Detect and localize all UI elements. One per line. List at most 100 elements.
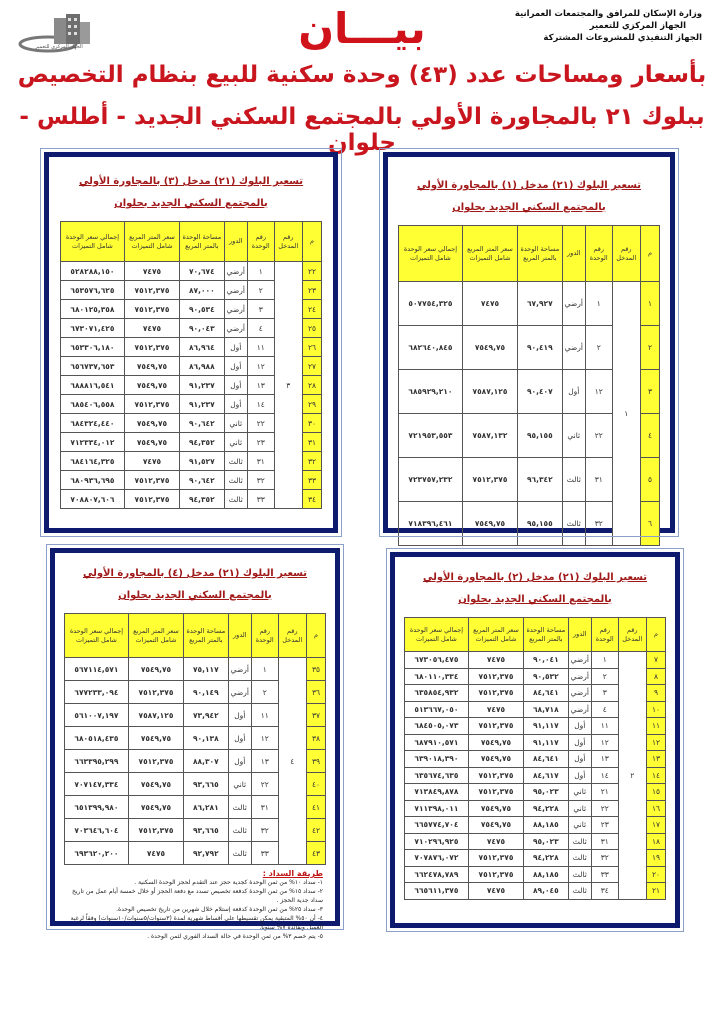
- total-price: ٦٧٣٠٧١,٤٢٥: [60, 318, 125, 338]
- floor: ثالث: [223, 470, 248, 490]
- floor: ثالث: [561, 501, 586, 546]
- row-number: ١٣: [646, 750, 666, 768]
- floor: ثالث: [227, 795, 252, 819]
- floor: أول: [223, 356, 248, 376]
- floor: ثاني: [223, 413, 248, 433]
- table-row: ٤ ٢٢ ثاني ٩٥,١٥٥ ٧٥٨٧,١٣٢ ٧٢١٩٥٣,٥٥٣: [398, 413, 660, 458]
- total-price: ٧١٠٢٩٦,٩٢٥: [404, 832, 469, 850]
- unit-area: ٩٠,٠٤٣: [179, 318, 225, 338]
- unit-area: ٨٩,٠٤٥: [523, 882, 569, 900]
- price-per-sqm: ٧٥١٢,٣٧٥: [123, 394, 181, 414]
- total-price: ٦٨٠٩٣٦,٦٩٥: [60, 470, 125, 490]
- floor: ثاني: [567, 816, 592, 834]
- entrance-number: ٣: [273, 261, 304, 509]
- total-price: ٦٦٥٦١١,٣٧٥: [404, 882, 469, 900]
- row-number: ١١: [646, 717, 666, 735]
- total-price: ٧٢١٩٥٣,٥٥٣: [398, 413, 463, 458]
- total-price: ٧٠٧٨٧٦,٠٧٢: [404, 849, 469, 867]
- column-header: سعر المتر المربع شامل التميزات: [127, 613, 185, 658]
- total-price: ٦٨٥٤٠٦,٥٥٨: [60, 394, 125, 414]
- price-per-sqm: ٧٤٧٥: [467, 700, 525, 718]
- column-header: م: [640, 225, 660, 282]
- column-header: رقم المدخل: [611, 225, 642, 282]
- column-header: مساحة الوحدة بالمتر المربع: [183, 613, 229, 658]
- unit-number: ١٤: [246, 394, 275, 414]
- unit-number: ٣١: [590, 832, 619, 850]
- unit-number: ٣٢: [250, 818, 279, 842]
- floor: أرضي: [567, 684, 592, 702]
- floor: ثالث: [227, 841, 252, 865]
- price-per-sqm: ٧٥١٢,٣٧٥: [467, 684, 525, 702]
- floor: ثاني: [561, 413, 586, 458]
- unit-area: ٩٣,٦٦٥: [183, 818, 229, 842]
- price-per-sqm: ٧٥٤٩,٧٥: [467, 733, 525, 751]
- unit-number: ١٢: [590, 733, 619, 751]
- unit-number: ٣٣: [246, 489, 275, 509]
- unit-area: ٧٠,٦٧٤: [179, 261, 225, 281]
- unit-area: ٩٠,٦٤٢: [179, 413, 225, 433]
- unit-area: ٩٤,٢٢٨: [523, 799, 569, 817]
- table-row: ٣٣ ٣٢ ثالث ٩٠,٦٤٢ ٧٥١٢,٣٧٥ ٦٨٠٩٣٦,٦٩٥: [60, 470, 322, 490]
- total-price: ٦٥٣٣٠٦,١٨٠: [60, 337, 125, 357]
- unit-number: ١٣: [250, 749, 279, 773]
- table-row: ٥ ٣١ ثالث ٩٦,٣٤٢ ٧٥١٢,٣٧٥ ٧٢٣٧٥٧,٢٣٢: [398, 457, 660, 502]
- unit-number: ٢٢: [250, 772, 279, 796]
- unit-number: ٢: [590, 667, 619, 685]
- row-number: ٨: [646, 667, 666, 685]
- column-header: سعر المتر المربع شامل التميزات: [461, 225, 519, 282]
- floor: أرضي: [567, 667, 592, 685]
- panel-entrance-2: تسعير البلوك (٢١) مدخل (٢) بالمجاورة الأ…: [386, 548, 684, 932]
- unit-number: ١١: [590, 717, 619, 735]
- total-price: ٦٨٠١١٠,٣٣٤: [404, 667, 469, 685]
- row-number: ١: [640, 281, 660, 326]
- table-row: ٣ ١٢ أول ٩٠,٤٠٧ ٧٥٨٧,١٢٥ ٦٨٥٩٢٩,٢١٠: [398, 369, 660, 414]
- unit-area: ٩٥,١٥٥: [517, 501, 563, 546]
- table-row: ٤١ ٣١ ثالث ٨٦,٢٨١ ٧٥٤٩,٧٥ ٦٥١٣٩٩,٩٨٠: [64, 795, 326, 819]
- row-number: ٦: [640, 501, 660, 546]
- payment-term-item: ٢- سداد ١٥% من ثمن الوحدة كدفعة تخصيص تس…: [72, 888, 323, 904]
- price-per-sqm: ٧٥١٢,٣٧٥: [123, 280, 181, 300]
- floor: أرضي: [561, 281, 586, 326]
- unit-number: ١١: [246, 337, 275, 357]
- total-price: ٧٠٣٦٤٦,٦٠٤: [64, 818, 129, 842]
- total-price: ٦٣٥٦٧٤,٦٣٥: [404, 766, 469, 784]
- table-title: تسعير البلوك (٢١) مدخل (٢) بالمجاورة الأ…: [422, 572, 648, 583]
- table-row: ٣٥ ٤ ١ أرضي ٧٥,١١٧ ٧٥٤٩,٧٥ ٥٦٧١١٤,٥٧١: [64, 657, 326, 865]
- unit-number: ٤: [590, 700, 619, 718]
- price-per-sqm: ٧٥٤٩,٧٥: [127, 726, 185, 750]
- row-number: ٢٩: [302, 394, 322, 414]
- unit-area: ٨٨,١٨٥: [523, 865, 569, 883]
- unit-area: ٩١,١١٧: [523, 733, 569, 751]
- floor: أرضي: [567, 651, 592, 669]
- pricing-table: م رقم المدخل رقم الوحدة الدور مساحة الوحدة ب…: [404, 617, 666, 900]
- floor: ثالث: [561, 457, 586, 502]
- row-number: ٣٥: [306, 657, 326, 681]
- row-number: ٣٤: [302, 489, 322, 509]
- logo-text: الجهاز المركزي للتعمير: [35, 44, 83, 50]
- table-row: ٢٢ ٣ ١ أرضي ٧٠,٦٧٤ ٧٤٧٥ ٥٢٨٢٨٨,١٥٠: [60, 261, 322, 509]
- price-per-sqm: ٧٤٧٥: [123, 318, 181, 338]
- table-title: تسعير البلوك (٢١) مدخل (٣) بالمجاورة الأ…: [78, 176, 304, 187]
- total-price: ٧١٨٣٩٦,٤٦١: [398, 501, 463, 546]
- ministry-header: وزارة الإسكان للمرافق والمجتمعات العمران…: [502, 8, 702, 44]
- column-header: رقم الوحدة: [246, 221, 275, 262]
- table-header-row: م رقم المدخل رقم الوحدة الدور مساحة الوحدة ب…: [398, 225, 660, 282]
- floor: أرضي: [567, 700, 592, 718]
- row-number: ٣٨: [306, 726, 326, 750]
- table-row: ٦ ٣٢ ثالث ٩٥,١٥٥ ٧٥٤٩,٧٥ ٧١٨٣٩٦,٤٦١: [398, 501, 660, 546]
- pricing-table: م رقم المدخل رقم الوحدة الدور مساحة الوحدة ب…: [60, 221, 322, 509]
- price-per-sqm: ٧٥١٢,٣٧٥: [127, 749, 185, 773]
- column-header: إجمالي سعر الوحدة شامل التميزات: [404, 617, 469, 652]
- price-per-sqm: ٧٥١٢,٣٧٥: [123, 299, 181, 319]
- total-price: ٦٨٧٩١٠,٥٧١: [404, 733, 469, 751]
- total-price: ٥٠٧٧٥٤,٣٢٥: [398, 281, 463, 326]
- unit-area: ٩٦,٣٤٢: [517, 457, 563, 502]
- unit-number: ٢: [584, 325, 613, 370]
- unit-number: ١٢: [246, 356, 275, 376]
- total-price: ٧٠٨٨٠٧,٦٠٦: [60, 489, 125, 509]
- price-per-sqm: ٧٥١٢,٣٧٥: [123, 337, 181, 357]
- price-per-sqm: ٧٥١٢,٣٧٥: [127, 680, 185, 704]
- ministry-line: الجهاز المركزي للتعمير: [589, 21, 686, 31]
- unit-number: ٣١: [250, 795, 279, 819]
- table-subtitle: بالمجتمع السكني الجديد بحلوان: [458, 594, 612, 605]
